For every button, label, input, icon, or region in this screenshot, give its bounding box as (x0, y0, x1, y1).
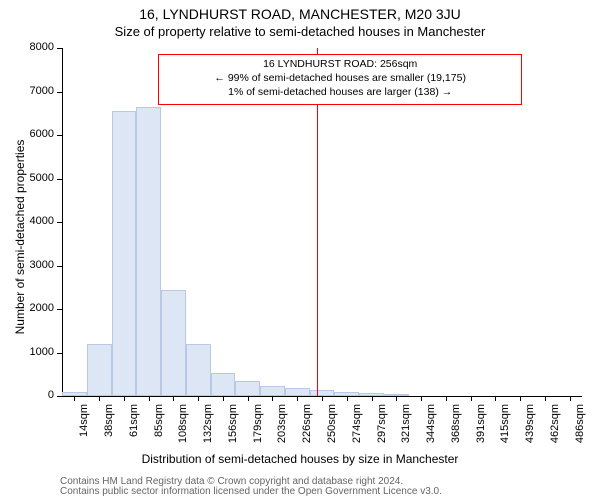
y-tick-label: 1000 (14, 346, 54, 358)
x-tick (99, 396, 100, 401)
x-tick (198, 396, 199, 401)
histogram-bar (62, 392, 87, 396)
x-tick (570, 396, 571, 401)
annotation-line2: ← 99% of semi-detached houses are smalle… (163, 72, 517, 86)
y-tick (57, 266, 62, 267)
y-tick-label: 6000 (14, 128, 54, 140)
x-tick-label: 132sqm (202, 404, 214, 454)
histogram-bar (359, 393, 384, 396)
x-tick-label: 297sqm (376, 404, 388, 454)
x-tick (74, 396, 75, 401)
x-tick (545, 396, 546, 401)
x-tick (248, 396, 249, 401)
x-tick-label: 344sqm (425, 404, 437, 454)
chart-title-sub: Size of property relative to semi-detach… (0, 24, 600, 39)
x-tick (149, 396, 150, 401)
histogram-bar (384, 394, 409, 396)
x-tick-label: 61sqm (128, 404, 140, 454)
y-tick-label: 4000 (14, 215, 54, 227)
y-tick (57, 222, 62, 223)
chart-root: 16, LYNDHURST ROAD, MANCHESTER, M20 3JU … (0, 0, 600, 500)
x-tick-label: 108sqm (177, 404, 189, 454)
x-tick (297, 396, 298, 401)
histogram-bar (186, 344, 211, 396)
y-tick-label: 5000 (14, 172, 54, 184)
histogram-bar (112, 111, 137, 396)
x-tick-label: 14sqm (78, 404, 90, 454)
x-tick-label: 203sqm (276, 404, 288, 454)
x-tick (495, 396, 496, 401)
x-tick (446, 396, 447, 401)
y-tick (57, 396, 62, 397)
x-tick-label: 439sqm (524, 404, 536, 454)
y-tick (57, 48, 62, 49)
x-tick-label: 321sqm (400, 404, 412, 454)
histogram-bar (136, 107, 161, 396)
x-tick (173, 396, 174, 401)
y-tick (57, 92, 62, 93)
x-tick (421, 396, 422, 401)
y-tick (57, 353, 62, 354)
histogram-bar (310, 390, 335, 396)
x-tick (520, 396, 521, 401)
annotation-line3: 1% of semi-detached houses are larger (1… (163, 86, 517, 100)
x-tick-label: 391sqm (475, 404, 487, 454)
histogram-bar (161, 290, 186, 396)
histogram-bar (211, 373, 236, 396)
x-tick-label: 156sqm (227, 404, 239, 454)
y-tick (57, 179, 62, 180)
x-tick-label: 486sqm (574, 404, 586, 454)
x-tick-label: 274sqm (351, 404, 363, 454)
footnote: Contains HM Land Registry data © Crown c… (60, 477, 600, 497)
x-tick-label: 250sqm (326, 404, 338, 454)
histogram-bar (285, 388, 310, 396)
y-tick-label: 0 (14, 389, 54, 401)
y-tick-label: 2000 (14, 302, 54, 314)
x-tick-label: 179sqm (252, 404, 264, 454)
x-tick (471, 396, 472, 401)
annotation-box: 16 LYNDHURST ROAD: 256sqm← 99% of semi-d… (158, 54, 522, 104)
y-axis-line (62, 48, 63, 396)
x-tick (272, 396, 273, 401)
histogram-bar (334, 392, 359, 396)
x-tick-label: 368sqm (450, 404, 462, 454)
x-tick-label: 38sqm (103, 404, 115, 454)
x-tick (396, 396, 397, 401)
x-tick-label: 85sqm (153, 404, 165, 454)
y-tick-label: 8000 (14, 41, 54, 53)
y-tick-label: 3000 (14, 259, 54, 271)
x-tick-label: 415sqm (499, 404, 511, 454)
x-tick (223, 396, 224, 401)
x-tick (322, 396, 323, 401)
y-tick (57, 135, 62, 136)
x-axis-label: Distribution of semi-detached houses by … (0, 452, 600, 466)
x-tick-label: 226sqm (301, 404, 313, 454)
y-tick-label: 7000 (14, 85, 54, 97)
x-tick (124, 396, 125, 401)
y-tick (57, 309, 62, 310)
chart-title-main: 16, LYNDHURST ROAD, MANCHESTER, M20 3JU (0, 6, 600, 22)
histogram-bar (87, 344, 112, 396)
annotation-line1: 16 LYNDHURST ROAD: 256sqm (163, 58, 517, 72)
footnote-line2: Contains public sector information licen… (60, 486, 442, 497)
x-tick (372, 396, 373, 401)
histogram-bar (235, 381, 260, 396)
x-tick-label: 462sqm (549, 404, 561, 454)
histogram-bar (260, 386, 285, 396)
x-tick (347, 396, 348, 401)
